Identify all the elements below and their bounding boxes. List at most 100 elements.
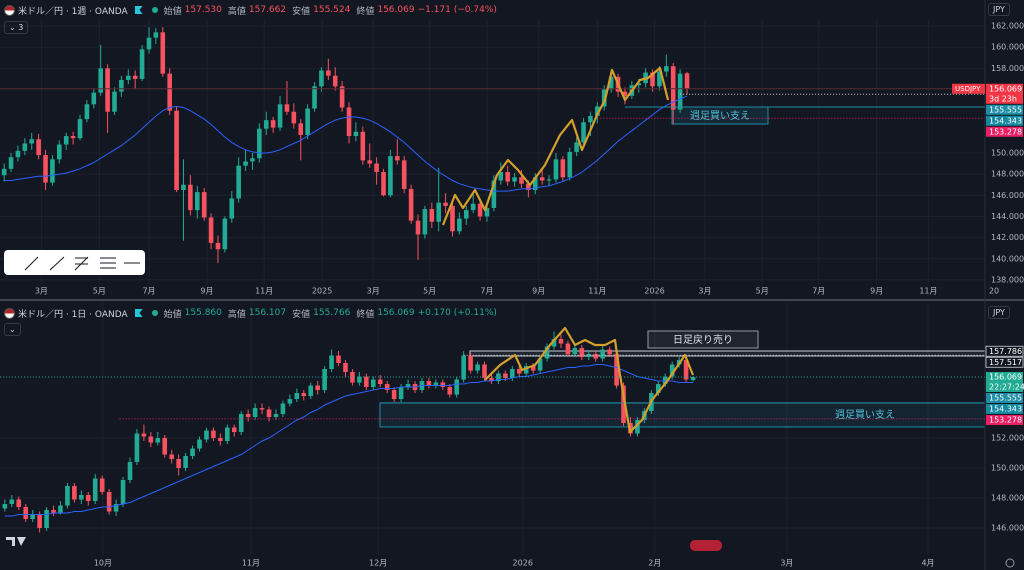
x-tick-label: 5月 [93, 287, 106, 296]
candle-body [526, 183, 531, 191]
price-label: 157.786 [989, 347, 1022, 356]
x-tick-label: 7月 [812, 287, 825, 296]
y-tick-label: 158.000 [991, 64, 1024, 73]
currency-button[interactable]: JPY [988, 3, 1010, 16]
symbol[interactable]: 米ドル／円 · 1週 · OANDA [18, 6, 128, 17]
candle-body [565, 343, 571, 355]
x-tick-label: 10月 [94, 559, 112, 568]
price-label-box [986, 415, 1023, 426]
indicator-toggle[interactable]: ⌄ [4, 323, 21, 336]
candle-body [273, 414, 279, 418]
candle-body [516, 369, 522, 374]
candle-body [222, 218, 228, 250]
candle-body [384, 384, 390, 391]
candle-body [477, 203, 483, 217]
candle-body [120, 480, 126, 505]
candle-body [162, 438, 168, 455]
candle-body [174, 110, 179, 191]
event-flags[interactable] [690, 540, 722, 551]
candle-body [628, 423, 633, 434]
candle-body [270, 120, 276, 128]
x-tick-label: 2月 [648, 559, 661, 568]
grid [0, 20, 985, 555]
candle-body [201, 192, 207, 218]
candle-body [357, 376, 362, 383]
currency-button[interactable]: JPY [988, 306, 1010, 319]
candle-body [99, 478, 105, 493]
candle-body [9, 499, 15, 505]
candle-body [319, 70, 324, 87]
ohlc-label: 始値 [163, 6, 182, 17]
candle-body [489, 378, 494, 382]
candle-body [141, 433, 147, 437]
candle-body [426, 381, 432, 386]
drawing-toolbar[interactable] [4, 250, 145, 275]
tool-trendline[interactable] [24, 256, 39, 271]
candle-body [139, 49, 145, 79]
candle-body [44, 510, 49, 529]
ohlc-value: 157.530 [184, 5, 222, 15]
candle-body [433, 382, 439, 386]
y-tick-label: 152.000 [991, 434, 1024, 443]
annotation: 週足買い支え [690, 110, 750, 122]
candle-body [36, 139, 41, 156]
candle-body [519, 177, 524, 184]
candle-body [670, 66, 676, 110]
candle-body [572, 348, 578, 355]
tool-ray[interactable] [49, 256, 65, 271]
x-tick-label: 9月 [870, 287, 883, 296]
indicator-toggle[interactable]: ⌄ 3 [4, 21, 29, 34]
candle-body [574, 142, 579, 152]
y-tick-label: 162.000 [991, 22, 1024, 31]
candle-body [8, 157, 14, 169]
tool-fib[interactable] [100, 257, 116, 269]
ohlc-value: 155.524 [313, 5, 351, 15]
candle-body [277, 104, 283, 128]
candle-body [436, 202, 441, 222]
candle-body [332, 75, 338, 87]
candle-body [657, 71, 662, 87]
x-tick-label: 20 [989, 287, 999, 296]
price-label-box [986, 104, 1023, 115]
price-label-box [986, 372, 1023, 393]
candle-body [231, 427, 237, 433]
candle-body [468, 355, 473, 371]
candle-body [429, 209, 435, 222]
x-tick-label: 4月 [921, 559, 934, 568]
candle-body [510, 369, 515, 379]
price-axis [985, 0, 1024, 299]
candle-body [546, 179, 552, 181]
candle-body [664, 66, 669, 72]
candle-body [498, 172, 504, 181]
candle-body [79, 495, 84, 500]
x-tick-label: 11月 [255, 287, 273, 296]
ohlc-value: 156.107 [248, 308, 287, 318]
tool-channel[interactable] [74, 256, 89, 271]
ohlc-label: 高値 [227, 6, 246, 17]
candle-body [505, 172, 510, 182]
candle-body [119, 79, 124, 92]
candle-body [415, 220, 421, 235]
y-tick-label: 160.000 [991, 43, 1024, 52]
candle-body [370, 379, 376, 388]
candle-body [326, 70, 331, 76]
candle-body [208, 217, 214, 243]
x-tick-label: 9月 [200, 287, 213, 296]
candle-body [690, 377, 696, 381]
candle-body [148, 436, 154, 443]
settings-icon[interactable] [1005, 558, 1015, 568]
x-tick-label: 11月 [242, 559, 260, 568]
status-dot [151, 7, 158, 13]
price-label: 156.069 [989, 373, 1022, 382]
candle-body [560, 159, 566, 178]
candle-body [301, 393, 307, 397]
candle-body [398, 387, 404, 400]
candle-body [367, 160, 373, 164]
y-tick-label: 144.000 [991, 212, 1024, 221]
marker [134, 6, 143, 14]
support-zone [379, 402, 986, 428]
symbol[interactable]: 米ドル／円 · 1日 · OANDA [18, 309, 128, 320]
candle-body [280, 403, 286, 415]
candle-body [1, 168, 7, 176]
candle-body [595, 106, 600, 116]
